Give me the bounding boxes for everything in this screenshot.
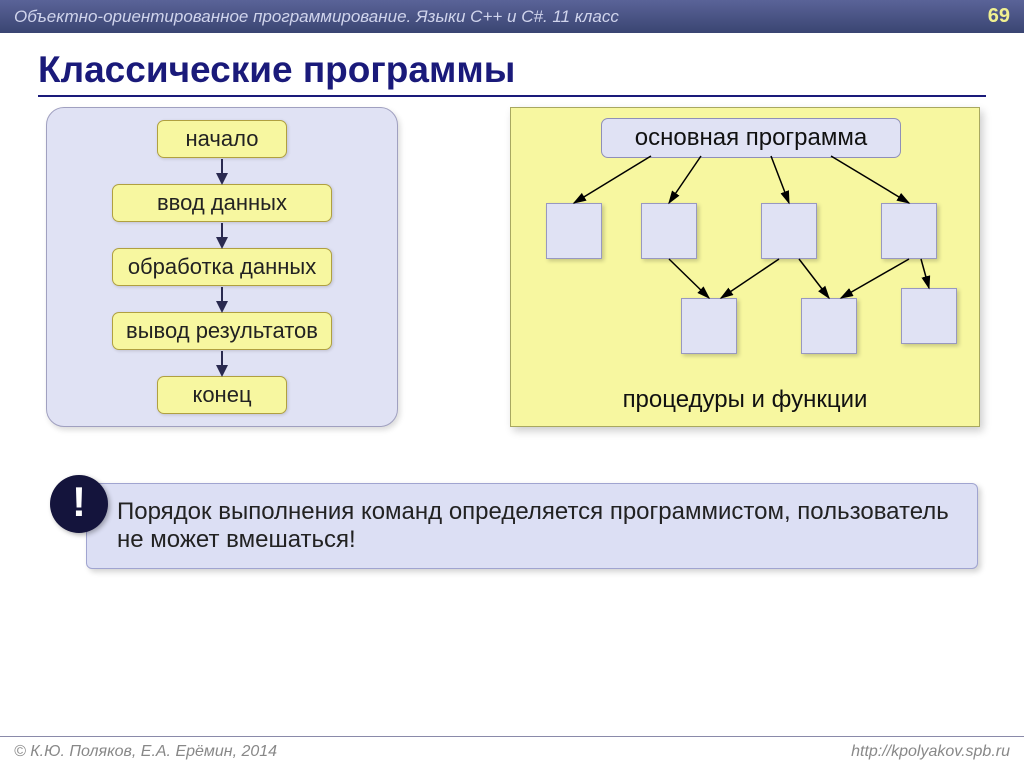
tree-panel: основная программа процедуры и функции [510, 107, 980, 427]
flow-node-output: вывод результатов [112, 312, 332, 350]
flow-node-start: начало [157, 120, 287, 158]
tree-node [761, 203, 817, 259]
footer-url: http://kpolyakov.spb.ru [851, 743, 1010, 761]
content-area: начало ввод данных обработка данных выво… [0, 103, 1024, 139]
tree-node [801, 298, 857, 354]
tree-node [881, 203, 937, 259]
tree-node [546, 203, 602, 259]
flowchart-panel: начало ввод данных обработка данных выво… [46, 107, 398, 427]
tree-node [641, 203, 697, 259]
flow-node-end: конец [157, 376, 287, 414]
note-box: Порядок выполнения команд определяется п… [86, 483, 978, 569]
tree-caption: процедуры и функции [511, 386, 979, 414]
footer-copyright: © К.Ю. Поляков, Е.А. Ерёмин, 2014 [14, 743, 277, 761]
flow-node-process: обработка данных [112, 248, 332, 286]
page-number: 69 [988, 5, 1010, 28]
header-title: Объектно-ориентированное программировани… [14, 7, 619, 27]
slide-title: Классические программы [38, 49, 986, 97]
header-bar: Объектно-ориентированное программировани… [0, 0, 1024, 33]
tree-node [681, 298, 737, 354]
main-program-box: основная программа [601, 118, 901, 158]
footer: © К.Ю. Поляков, Е.А. Ерёмин, 2014 http:/… [0, 736, 1024, 767]
flow-node-input: ввод данных [112, 184, 332, 222]
exclamation-icon: ! [50, 475, 108, 533]
flowchart-column: начало ввод данных обработка данных выво… [47, 108, 397, 414]
tree-node [901, 288, 957, 344]
